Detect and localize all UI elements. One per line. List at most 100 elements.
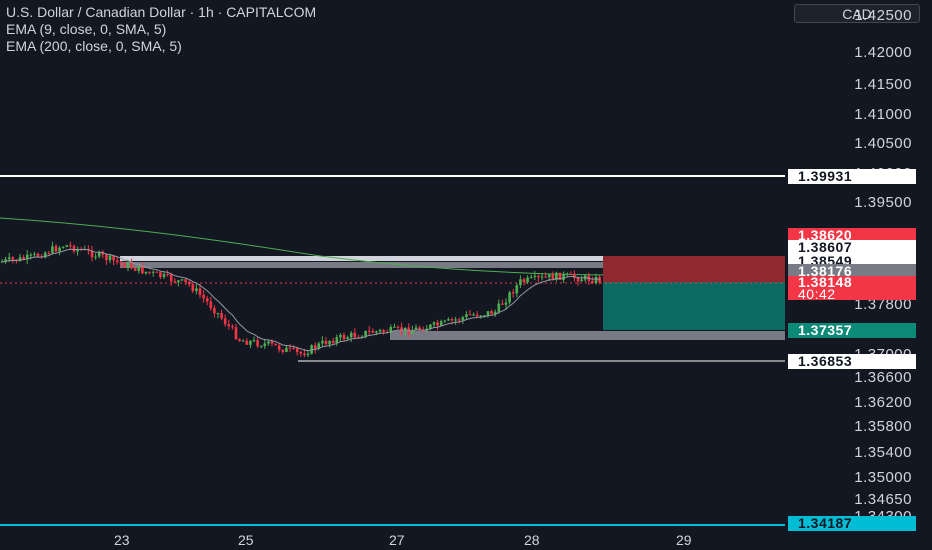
candle-body — [159, 272, 162, 278]
candle-body — [504, 302, 508, 305]
candle-body — [61, 246, 65, 248]
candle-body — [429, 324, 432, 329]
candle-body — [529, 277, 533, 279]
candle-body — [396, 326, 400, 328]
candle-body — [234, 327, 238, 340]
candle-body — [436, 322, 439, 326]
candle-body — [126, 263, 130, 268]
candle-body — [141, 266, 144, 274]
candle-body — [252, 340, 256, 342]
candle-body — [335, 337, 339, 344]
price-label: 1.36600 — [854, 369, 912, 386]
candle-body — [299, 351, 303, 354]
candle-body — [29, 254, 33, 256]
candle-body — [69, 245, 72, 247]
candle-body — [33, 253, 36, 255]
candle-body — [526, 277, 529, 283]
candle-body — [151, 271, 155, 273]
candle-body — [227, 324, 231, 327]
candle-body — [51, 246, 54, 254]
candle-body — [130, 263, 133, 269]
candle-body — [544, 276, 547, 278]
ema-200-indicator[interactable]: EMA (200, close, 0, SMA, 5) — [6, 38, 182, 54]
support-price-tag: 1.36853 — [788, 354, 916, 369]
candle-body — [180, 279, 184, 281]
candle-body — [400, 327, 403, 332]
candle-body — [54, 246, 58, 252]
ema-200-line — [0, 217, 604, 276]
candle-body — [418, 327, 421, 330]
candle-body — [339, 334, 342, 338]
candle-body — [238, 339, 241, 341]
candle-body — [18, 257, 22, 262]
candle-body — [490, 311, 493, 315]
candle-body — [479, 315, 483, 317]
candle-body — [148, 271, 151, 273]
candle-body — [450, 319, 454, 321]
candle-body — [371, 330, 375, 333]
candle-body — [7, 257, 11, 260]
candle-body — [511, 292, 515, 294]
candle-body — [389, 326, 393, 333]
candle-body — [331, 340, 335, 344]
take-profit-zone — [603, 282, 785, 330]
candle-body — [292, 348, 295, 350]
candle-body — [364, 330, 367, 337]
chart-legend: U.S. Dollar / Canadian Dollar · 1h · CAP… — [6, 4, 316, 55]
candle-body — [324, 340, 328, 345]
candle-body — [72, 245, 76, 252]
price-label: 1.35400 — [854, 444, 912, 461]
candle-body — [105, 254, 108, 261]
candle-body — [569, 273, 573, 275]
candle-body — [558, 272, 562, 280]
time-label: 23 — [114, 532, 130, 548]
candle-body — [540, 276, 544, 278]
candle-body — [65, 245, 69, 247]
ema-9-indicator[interactable]: EMA (9, close, 0, SMA, 5) — [6, 21, 167, 37]
candle-body — [36, 253, 40, 257]
candle-body — [94, 256, 97, 258]
candle-body — [205, 298, 209, 302]
candle-body — [259, 346, 263, 348]
chart-area[interactable]: U.S. Dollar / Canadian Dollar · 1h · CAP… — [0, 0, 785, 531]
time-label: 28 — [524, 532, 540, 548]
candle-body — [342, 334, 346, 340]
candle-body — [0, 261, 4, 263]
candle-body — [191, 284, 195, 292]
candle-body — [245, 340, 249, 345]
price-label: 1.34650 — [854, 491, 912, 508]
currency-button[interactable]: CAD — [794, 4, 920, 23]
candle-body — [22, 257, 25, 260]
candle-body — [501, 303, 504, 305]
candle-body — [11, 257, 15, 260]
candle-body — [475, 314, 479, 317]
candlestick-chart[interactable] — [0, 0, 785, 531]
candle-body — [162, 274, 166, 278]
candle-body — [195, 288, 198, 292]
candle-body — [551, 274, 555, 281]
candle-body — [443, 320, 447, 322]
candle-body — [281, 349, 285, 353]
candle-body — [594, 277, 598, 283]
candle-body — [555, 272, 558, 281]
candle-body — [447, 319, 450, 321]
time-label: 29 — [676, 532, 692, 548]
candle-body — [411, 330, 414, 335]
candle-body — [317, 343, 321, 349]
symbol-title[interactable]: U.S. Dollar / Canadian Dollar · 1h · CAP… — [6, 4, 317, 20]
candle-body — [591, 280, 594, 283]
time-axis[interactable] — [0, 531, 785, 550]
candle-body — [375, 331, 378, 333]
candle-body — [231, 326, 234, 328]
candle-body — [115, 260, 119, 262]
candle-body — [472, 314, 475, 316]
price-label: 1.39500 — [854, 194, 912, 211]
candle-body — [177, 280, 180, 283]
candle-body — [497, 303, 501, 312]
candle-body — [277, 345, 281, 350]
candle-body — [108, 255, 112, 261]
stop-loss-price-tag: 1.38620 — [788, 228, 916, 243]
candle-body — [43, 252, 47, 258]
candle-body — [303, 353, 306, 356]
demand-zone — [390, 331, 785, 340]
